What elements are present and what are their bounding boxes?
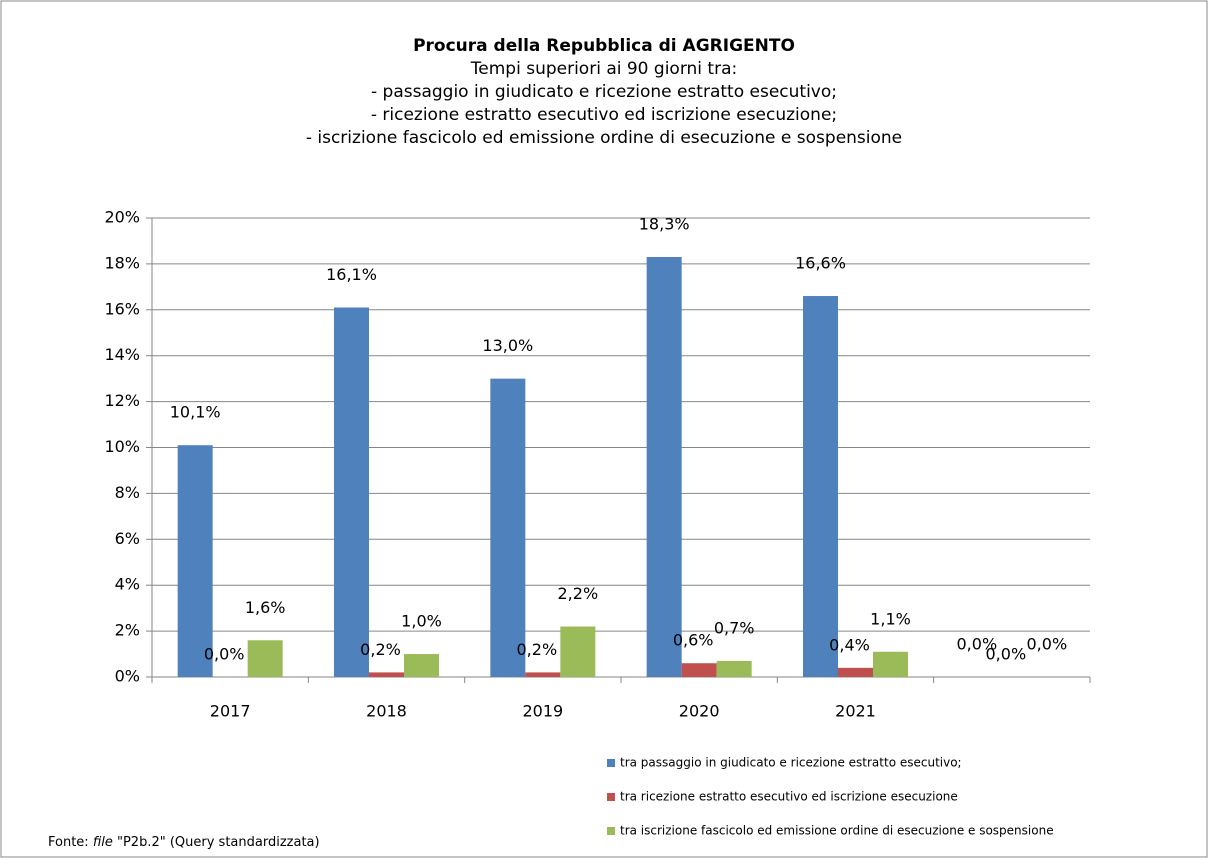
data-label: 16,6% (795, 254, 846, 273)
y-tick-label: 14% (104, 345, 140, 364)
bar (838, 667, 873, 677)
data-label: 1,6% (245, 598, 286, 617)
data-label: 1,0% (401, 612, 442, 631)
data-label: 0,0% (204, 645, 245, 664)
bar (334, 307, 369, 677)
y-tick-label: 18% (104, 253, 140, 272)
legend-label: tra iscrizione fascicolo ed emissione or… (620, 824, 1054, 838)
data-label: 0,0% (986, 645, 1027, 664)
data-label: 0,7% (714, 618, 755, 637)
data-label: 0,0% (957, 635, 998, 654)
bar (873, 651, 908, 677)
x-tick-label: 2018 (366, 702, 407, 721)
chart-subtitle: - passaggio in giudicato e ricezione est… (371, 82, 837, 102)
y-tick-label: 16% (104, 299, 140, 318)
y-tick-label: 0% (115, 667, 140, 686)
data-label: 0,6% (673, 631, 714, 650)
bar (560, 626, 596, 677)
y-tick-label: 8% (115, 483, 140, 502)
source: Fonte: file "P2b.2" (Query standardizzat… (48, 835, 320, 850)
bar (681, 663, 717, 677)
legend-label: tra ricezione estratto esecutivo ed iscr… (620, 790, 958, 804)
x-tick-label: 2019 (522, 702, 563, 721)
data-label: 13,0% (482, 336, 533, 355)
x-tick-label: 2021 (835, 702, 876, 721)
chart-subtitle: Tempi superiori ai 90 giorni tra: (470, 59, 737, 79)
y-tick-label: 20% (104, 208, 140, 227)
bar (404, 654, 439, 677)
chart-subtitle: - ricezione estratto esecutivo ed iscriz… (371, 105, 837, 125)
y-tick-label: 4% (115, 575, 140, 594)
data-label: 0,2% (517, 640, 558, 659)
chart-subtitle: - iscrizione fascicolo ed emissione ordi… (306, 128, 902, 148)
data-label: 0,0% (1027, 635, 1068, 654)
legend-label: tra passaggio in giudicato e ricezione e… (620, 756, 962, 770)
data-label: 2,2% (558, 584, 599, 603)
x-tick-label: 2020 (679, 702, 720, 721)
data-label: 10,1% (170, 403, 221, 422)
bar (646, 257, 682, 677)
data-label: 1,1% (870, 609, 911, 628)
source-name: "P2b.2" (Query standardizzata) (117, 835, 320, 850)
data-label: 0,2% (360, 640, 401, 659)
bar (490, 378, 526, 677)
bar (177, 445, 213, 677)
x-tick-label: 2017 (210, 702, 251, 721)
bar (369, 672, 404, 677)
source-file: file (93, 835, 113, 850)
legend-swatch (607, 827, 615, 835)
data-label: 18,3% (639, 215, 690, 234)
y-tick-label: 6% (115, 529, 140, 548)
bar (803, 296, 838, 677)
y-tick-label: 2% (115, 621, 140, 640)
bar (247, 640, 283, 677)
legend-swatch (607, 759, 615, 767)
data-label: 16,1% (326, 265, 377, 284)
bar (716, 660, 752, 677)
y-tick-label: 10% (104, 437, 140, 456)
source-label: Fonte: (48, 835, 89, 850)
legend-swatch (607, 793, 615, 801)
chart-title: Procura della Repubblica di AGRIGENTO (413, 36, 795, 56)
y-tick-label: 12% (104, 391, 140, 410)
data-label: 0,4% (829, 635, 870, 654)
bar (525, 672, 561, 677)
